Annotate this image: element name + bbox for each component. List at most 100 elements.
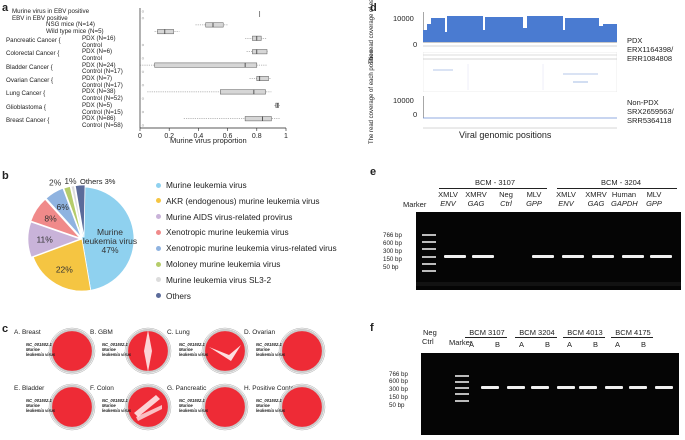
ladder-band — [422, 241, 436, 243]
panel-a: Murine virus in EBV positive EBV in EBV p… — [0, 8, 300, 148]
ladder-band — [422, 234, 436, 236]
panel-d-top-label-1: PDX — [627, 36, 643, 45]
ladder-label: 766 bp — [389, 371, 408, 378]
panel-a-row-label: Wild type mice (N=5) — [46, 28, 104, 36]
panel-d-letter: d — [370, 2, 377, 14]
ladder-band — [455, 393, 469, 395]
ladder-band — [422, 263, 436, 265]
pie-slice-label: 22% — [56, 265, 73, 275]
box-outlier — [141, 57, 145, 60]
pie-slice-label: 6% — [57, 202, 70, 212]
legend-label: Moloney murine leukemia virus — [166, 259, 281, 269]
ladder-label: 50 bp — [389, 402, 405, 409]
panel-e-group-2-bar — [557, 188, 677, 189]
panel-a-control-label: Control (N=15) — [82, 108, 123, 116]
box-outlier — [141, 97, 145, 100]
panel-d-bottom-label-2: SRX2659563/ — [627, 107, 674, 116]
gel-lane-label: XMRV — [465, 190, 487, 199]
panel-a-row-label: EBV in EBV positive — [12, 14, 68, 22]
gel-band — [579, 386, 597, 389]
circos-plot — [48, 327, 96, 375]
gel-lane-label: MLV — [646, 190, 662, 199]
gel-lane-sublabel: GPP — [526, 199, 542, 208]
box-plot-item — [249, 76, 272, 81]
pie-slice — [30, 198, 81, 239]
box-plot-item — [195, 22, 228, 28]
panel-d-ytick-top-min: 0 — [413, 40, 418, 49]
panel-a-control-label: Control — [82, 54, 102, 62]
panel-f-letter: f — [370, 322, 374, 334]
circos-plot — [278, 383, 326, 431]
legend-label: Xenotropic murine leukemia virus-related… — [166, 243, 337, 254]
gel-lane-sublabel: GAG — [467, 199, 485, 208]
circos-inner-label: NC_001502.1 Murine leukemia virus — [102, 342, 132, 357]
panel-f-neg-1: Neg — [423, 328, 437, 337]
ladder-band — [422, 256, 436, 258]
gel-lane-sublabel: Ctrl — [500, 199, 512, 208]
circos-title: D. Ovarian — [244, 329, 276, 336]
circos-inner-label: NC_001502.1 Murine leukemia virus — [179, 342, 209, 357]
gel-band — [562, 255, 584, 258]
gel-band — [507, 386, 525, 389]
ladder-label: 600 bp — [383, 240, 402, 247]
pie-center-label: Murine — [97, 227, 123, 237]
panel-c-letter: c — [2, 323, 9, 335]
circos-inner-label: NC_001502.1 Murine leukemia virus — [256, 398, 286, 413]
circos-inner-label: NC_001502.1 Murine leukemia virus — [179, 398, 209, 413]
panel-d-top-label-3: ERR1084808 — [627, 54, 673, 63]
circos-title: G. Pancreatic — [167, 385, 207, 392]
panel-a-pdx-label: PDX (N=5) — [82, 101, 113, 109]
coverage-track-top — [423, 12, 617, 47]
box-outlier — [141, 70, 145, 73]
circos-plot — [201, 383, 249, 431]
circos-title: H. Positive Control — [244, 385, 298, 392]
legend-label: Murine AIDS virus-related provirus — [166, 211, 293, 222]
panel-a-letter: a — [2, 2, 9, 14]
gel-lane-label: MLV — [526, 190, 542, 199]
ladder-label: 150 bp — [383, 256, 402, 263]
gel-group-label: BCM 3204 — [519, 328, 555, 337]
circos-plot — [278, 327, 326, 375]
box-plot-item — [183, 116, 281, 122]
circos-inner-label: NC_001502.1 Murine leukemia virus — [102, 398, 132, 413]
ladder-label: 300 bp — [383, 248, 402, 255]
ladder-band — [455, 381, 469, 383]
legend-swatch — [156, 214, 161, 220]
legend-swatch — [156, 198, 161, 204]
pie-slice-label: 2% — [49, 177, 62, 187]
x-tick-label: 0.8 — [252, 133, 262, 140]
box-outlier — [141, 110, 145, 114]
pie-slice-label: 11% — [36, 234, 53, 244]
panel-f-marker-label: Marker — [449, 338, 473, 347]
panel-a-group-label: Bladder Cancer { — [6, 63, 53, 71]
gel-band — [622, 255, 644, 258]
panel-d-bottom-label-1: Non-PDX — [627, 98, 659, 107]
panel-a-row-label: Murine virus in EBV positive — [12, 8, 90, 15]
pie-slice — [74, 184, 86, 238]
panel-b-letter: b — [2, 170, 9, 182]
circos-inner-label: NC_001502.1 Murine leukemia virus — [256, 342, 286, 357]
panel-a-group-label: Colorectal Cancer { — [6, 50, 60, 58]
x-tick-label: 0.4 — [194, 133, 204, 140]
panel-d-bottom-label-3: SRR5364118 — [627, 116, 672, 125]
panel-f-gel — [421, 353, 679, 435]
gel-band — [444, 255, 466, 258]
gel-lane-a: A — [519, 340, 525, 349]
box-plot-item — [274, 102, 281, 108]
circos-inner-label: NC_001502.1 Murine leukemia virus — [26, 398, 56, 413]
panel-a-pdx-label: PDX (N=86) — [82, 115, 116, 123]
gel-lane-a: A — [567, 340, 573, 349]
box-plot-item — [245, 35, 268, 41]
coverage-track-bottom — [423, 96, 617, 129]
x-tick-label: 0 — [138, 133, 142, 140]
panel-d-ytick-bottom-min: 0 — [413, 110, 418, 119]
panel-a-control-label: Control (N=17) — [82, 81, 123, 89]
gel-lane-sublabel: ENV — [440, 199, 456, 208]
pie-center-label: 47% — [101, 245, 118, 255]
box-outlier — [141, 10, 145, 13]
pie-slice — [27, 221, 82, 258]
gel-group-bar — [563, 337, 605, 338]
circos-inner-label: NC_001502.1 Murine leukemia virus — [26, 342, 56, 357]
x-tick-label: 0.6 — [223, 133, 233, 140]
legend-item: Murine leukemia virus — [156, 180, 247, 190]
